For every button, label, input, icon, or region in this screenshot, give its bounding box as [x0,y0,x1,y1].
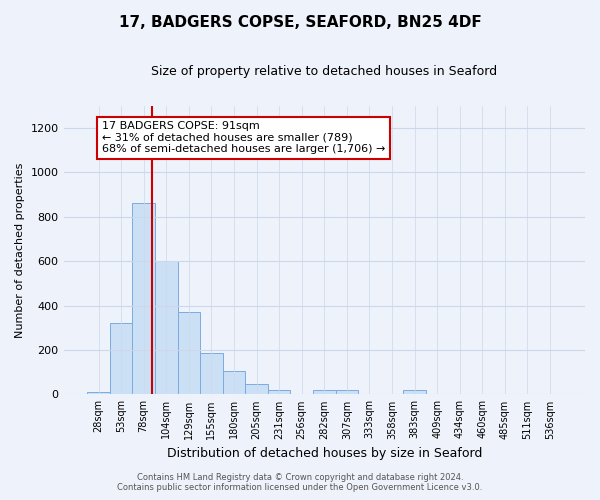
Bar [178,312,200,394]
Bar [133,204,155,394]
Bar [155,261,178,394]
Text: 17 BADGERS COPSE: 91sqm
← 31% of detached houses are smaller (789)
68% of semi-d: 17 BADGERS COPSE: 91sqm ← 31% of detache… [102,121,385,154]
Bar [223,371,245,394]
Text: 17, BADGERS COPSE, SEAFORD, BN25 4DF: 17, BADGERS COPSE, SEAFORD, BN25 4DF [119,15,481,30]
Bar [200,354,223,395]
Bar [313,390,335,394]
Bar [403,390,426,394]
Bar [110,324,133,394]
Text: Contains HM Land Registry data © Crown copyright and database right 2024.
Contai: Contains HM Land Registry data © Crown c… [118,473,482,492]
Title: Size of property relative to detached houses in Seaford: Size of property relative to detached ho… [151,65,497,78]
X-axis label: Distribution of detached houses by size in Seaford: Distribution of detached houses by size … [167,447,482,460]
Bar [87,392,110,394]
Bar [268,390,290,394]
Y-axis label: Number of detached properties: Number of detached properties [15,162,25,338]
Bar [335,390,358,394]
Bar [245,384,268,394]
